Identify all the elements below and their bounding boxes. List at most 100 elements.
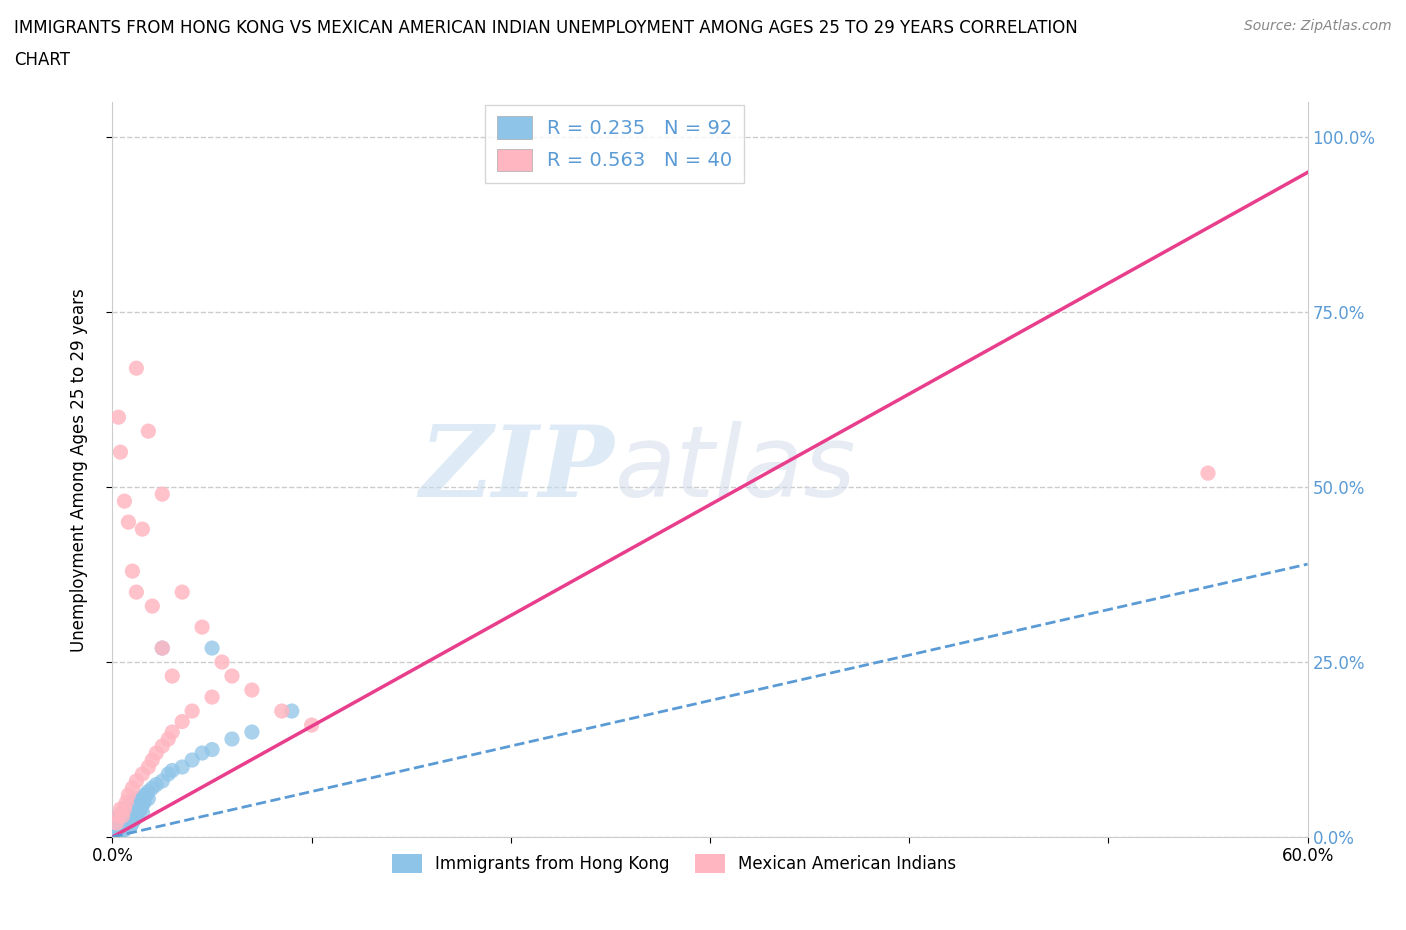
Point [181,704,204,719]
Point [157,732,180,747]
Point [105,816,128,830]
Point [111,805,134,820]
Point [138,784,160,799]
Point [201,690,224,705]
Point [134,794,156,809]
Text: IMMIGRANTS FROM HONG KONG VS MEXICAN AMERICAN INDIAN UNEMPLOYMENT AMONG AGES 25 : IMMIGRANTS FROM HONG KONG VS MEXICAN AME… [14,19,1078,36]
Point [172,714,194,729]
Point [129,798,152,813]
Point [162,669,183,684]
Legend: Immigrants from Hong Kong, Mexican American Indians: Immigrants from Hong Kong, Mexican Ameri… [385,847,963,880]
Point [150,641,173,656]
Point [111,812,134,827]
Point [120,812,142,827]
Point [172,585,194,600]
Point [135,788,157,803]
Point [138,791,160,806]
Point [125,805,148,820]
Point [110,808,132,823]
Point [107,410,129,425]
Point [281,704,304,719]
Point [131,522,153,537]
Point [270,704,292,719]
Point [117,812,139,827]
Point [107,812,129,827]
Point [107,822,129,837]
Point [240,724,263,739]
Point [157,766,180,781]
Point [103,826,125,841]
Point [110,822,132,837]
Point [121,564,143,578]
Point [117,798,139,813]
Point [114,808,135,823]
Point [127,791,149,806]
Point [125,798,148,813]
Point [211,655,233,670]
Point [115,794,138,809]
Point [114,805,135,820]
Point [110,445,132,459]
Point [120,802,142,817]
Point [121,816,143,830]
Point [117,788,139,803]
Point [115,816,138,830]
Point [120,808,142,823]
Point [105,822,128,837]
Point [117,812,139,827]
Point [105,816,128,830]
Point [125,794,148,809]
Point [103,822,125,837]
Point [114,819,135,834]
Point [121,812,143,827]
Text: ZIP: ZIP [419,421,614,518]
Point [134,788,156,803]
Point [117,805,139,820]
Point [125,361,148,376]
Point [124,812,146,827]
Point [115,816,138,830]
Point [150,486,173,501]
Point [115,816,138,830]
Y-axis label: Unemployment Among Ages 25 to 29 years: Unemployment Among Ages 25 to 29 years [70,287,89,652]
Point [127,802,149,817]
Point [150,738,173,753]
Point [114,494,135,509]
Point [150,774,173,789]
Point [181,752,204,767]
Point [131,805,153,820]
Point [110,822,132,837]
Point [191,746,214,761]
Text: atlas: atlas [614,421,856,518]
Point [114,819,135,834]
Point [145,777,167,792]
Point [120,808,142,823]
Point [201,641,224,656]
Point [191,619,214,634]
Text: CHART: CHART [14,51,70,69]
Point [117,514,139,529]
Point [111,808,134,823]
Point [201,742,224,757]
Point [131,798,153,813]
Point [107,826,129,841]
Point [125,585,148,600]
Point [114,822,135,837]
Point [114,802,135,817]
Point [162,764,183,778]
Point [111,822,134,837]
Point [111,819,134,834]
Point [110,802,132,817]
Point [105,822,128,837]
Point [115,808,138,823]
Point [107,808,129,823]
Point [240,683,263,698]
Point [115,812,138,827]
Point [162,724,183,739]
Point [131,766,153,781]
Point [121,805,143,820]
Point [107,808,129,823]
Point [125,774,148,789]
Point [103,830,125,844]
Point [111,808,134,823]
